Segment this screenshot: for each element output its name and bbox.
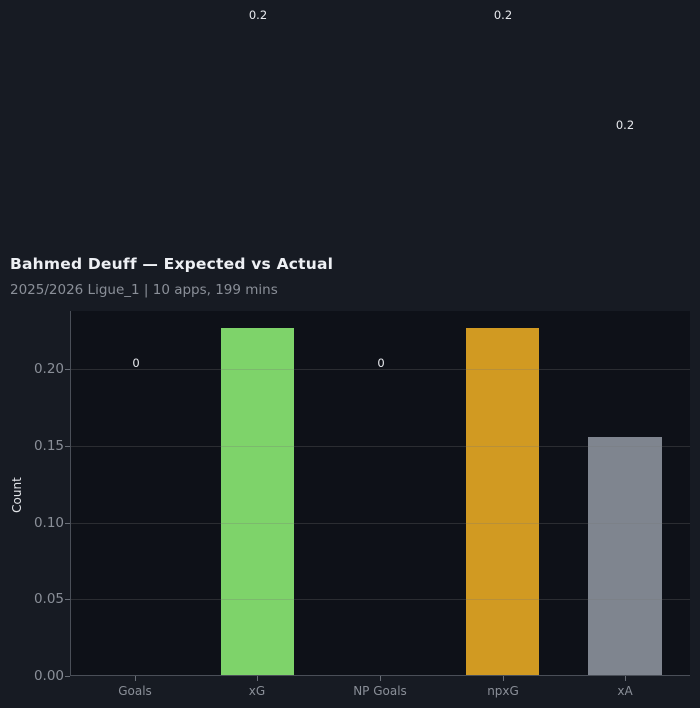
gridline bbox=[71, 369, 690, 370]
gridline bbox=[71, 599, 690, 600]
chart-title: Bahmed Deuff — Expected vs Actual bbox=[10, 255, 334, 273]
value-label-np-goals: 0 bbox=[377, 356, 385, 370]
value-label-npxg: 0.2 bbox=[493, 8, 513, 22]
y-tick-mark bbox=[65, 676, 70, 677]
value-label-goals: 0 bbox=[132, 356, 140, 370]
x-tick-label: npxG bbox=[487, 684, 519, 698]
x-tick-mark bbox=[135, 676, 136, 681]
y-tick-label: 0.05 bbox=[33, 591, 64, 607]
value-label-xa: 0.2 bbox=[615, 118, 635, 132]
bar-xa bbox=[588, 437, 662, 675]
plot-area bbox=[70, 311, 690, 676]
chart-subtitle: 2025/2026 Ligue_1 | 10 apps, 199 mins bbox=[10, 282, 278, 298]
bar-npxg bbox=[466, 328, 539, 675]
x-tick-mark bbox=[503, 676, 504, 681]
y-tick-label: 0.10 bbox=[33, 515, 64, 531]
y-tick-label: 0.15 bbox=[33, 438, 64, 454]
x-tick-label: NP Goals bbox=[353, 684, 407, 698]
x-tick-mark bbox=[257, 676, 258, 681]
y-tick-mark bbox=[65, 369, 70, 370]
y-tick-label: 0.00 bbox=[33, 668, 64, 684]
x-tick-label: xG bbox=[248, 684, 266, 698]
value-label-xg: 0.2 bbox=[248, 8, 268, 22]
y-tick-mark bbox=[65, 599, 70, 600]
gridline bbox=[71, 523, 690, 524]
x-tick-label: xA bbox=[617, 684, 633, 698]
x-tick-mark bbox=[380, 676, 381, 681]
y-axis-label: Count bbox=[10, 477, 24, 513]
y-tick-label: 0.20 bbox=[33, 361, 64, 377]
x-tick-mark bbox=[625, 676, 626, 681]
y-tick-mark bbox=[65, 523, 70, 524]
y-tick-mark bbox=[65, 446, 70, 447]
gridline bbox=[71, 446, 690, 447]
x-tick-label: Goals bbox=[118, 684, 152, 698]
bar-xg bbox=[221, 328, 294, 675]
